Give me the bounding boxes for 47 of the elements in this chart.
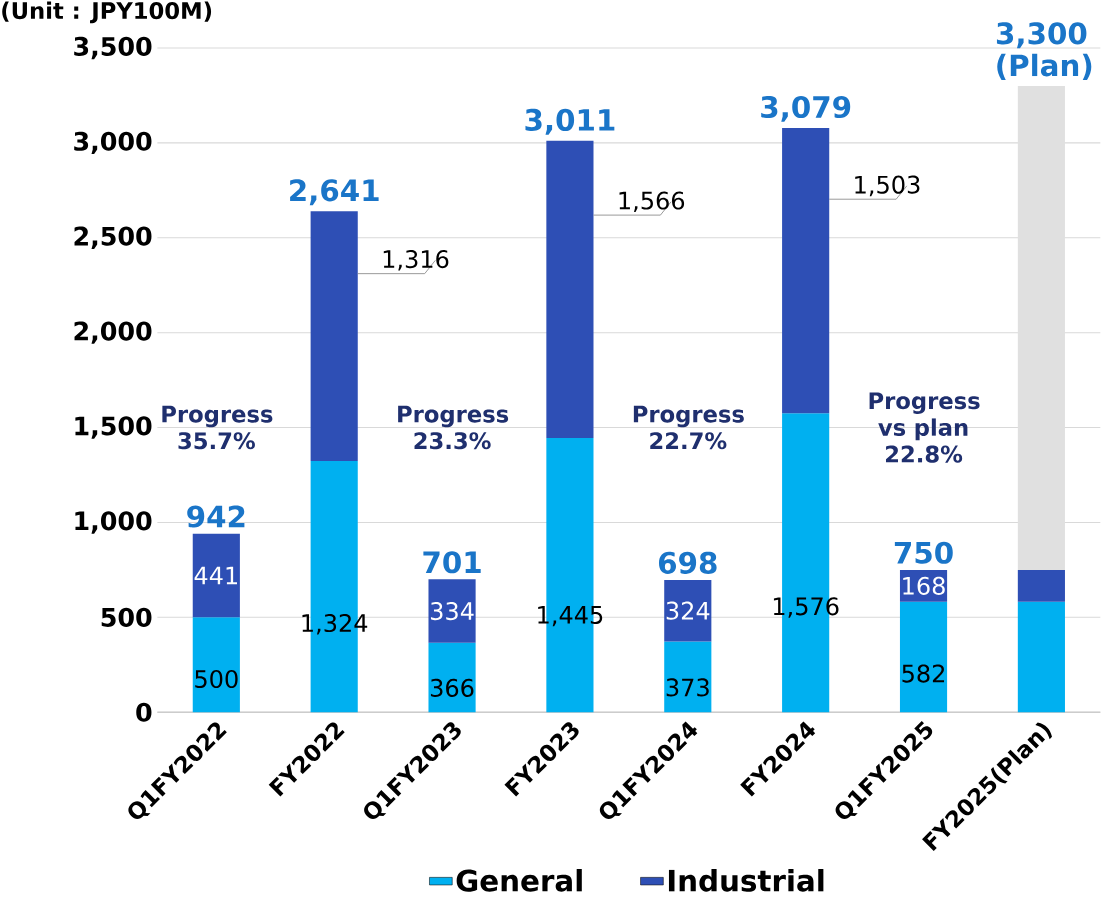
y-tick-label: 3,000	[74, 131, 152, 154]
bar	[428, 642, 476, 713]
annotation: Progress 35.7%	[162, 405, 273, 450]
annotation: Progress vs plan 22.8%	[869, 392, 980, 463]
total-label: 698	[658, 551, 717, 574]
bar	[899, 601, 948, 713]
data-label: 582	[902, 664, 945, 683]
data-label: 1,503	[855, 175, 920, 197]
bar	[310, 211, 358, 461]
bar	[546, 140, 594, 438]
legend-label: Industrial	[668, 868, 824, 892]
data-label: 168	[903, 576, 945, 595]
bar	[664, 579, 712, 642]
y-tick-label: 2,000	[74, 321, 152, 344]
total-label: 3,079	[761, 95, 851, 122]
bar	[1017, 569, 1065, 602]
total-label: 3,300 (Plan)	[996, 22, 1092, 80]
total-label: 942	[187, 505, 245, 528]
bar	[428, 579, 476, 643]
data-label: 373	[666, 678, 709, 697]
bar	[1017, 85, 1065, 570]
data-label: 500	[195, 669, 238, 688]
data-label: 334	[430, 601, 474, 621]
data-label: 1,566	[619, 191, 685, 212]
data-label: 324	[666, 601, 710, 620]
y-tick-label: 2,500	[74, 226, 152, 249]
bar	[192, 533, 240, 618]
bar	[192, 617, 240, 713]
annotation: Progress 23.3%	[398, 405, 509, 450]
y-tick-label: 3,500	[74, 36, 152, 60]
total-label: 750	[894, 541, 953, 564]
total-label: 701	[423, 551, 481, 574]
y-tick-label: 500	[101, 607, 152, 627]
total-label: 2,641	[290, 179, 379, 206]
bar	[664, 641, 712, 713]
annotation: Progress 22.7%	[633, 405, 744, 450]
bar	[782, 127, 830, 414]
text: (Unit : JPY100M)	[2, 1, 212, 24]
y-tick-label: 1,500	[75, 416, 152, 439]
bar	[1017, 601, 1065, 713]
y-tick-label: 1,000	[75, 511, 152, 534]
data-label: 366	[430, 678, 474, 697]
legend-label: General	[456, 868, 582, 892]
total-label: 3,011	[525, 108, 615, 135]
data-label: 1,316	[383, 249, 449, 271]
data-label: 441	[194, 566, 237, 585]
y-tick-label: 0	[136, 702, 152, 722]
